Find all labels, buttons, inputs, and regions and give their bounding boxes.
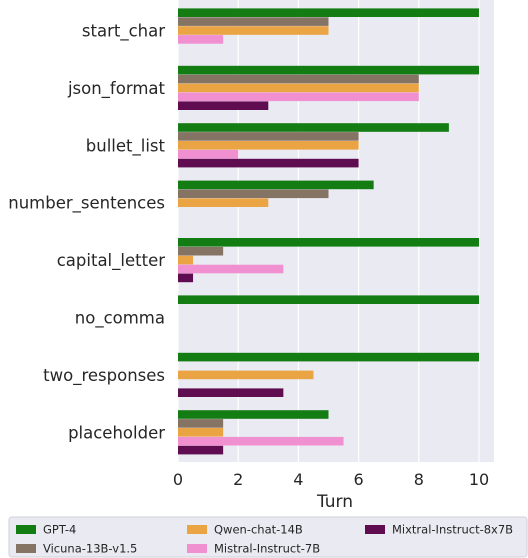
bar-number_sentences-gpt-4: [178, 180, 374, 190]
legend-label-qwen-chat-14b: Qwen-chat-14B: [214, 523, 303, 537]
bar-placeholder-vicuna-13b-v1-5: [178, 419, 224, 428]
bar-json_format-vicuna-13b-v1-5: [178, 74, 419, 84]
bar-capital_letter-gpt-4: [178, 238, 479, 247]
legend-label-gpt-4: GPT-4: [43, 523, 76, 537]
bars: [178, 8, 479, 455]
bar-bullet_list-vicuna-13b-v1-5: [178, 132, 359, 141]
legend-label-mixtral-instruct-8x7b: Mixtral-Instruct-8x7B: [392, 523, 513, 537]
bar-number_sentences-qwen-chat-14b: [178, 198, 269, 207]
bar-bullet_list-qwen-chat-14b: [178, 141, 359, 150]
bar-capital_letter-mistral-instruct-7b: [178, 264, 284, 274]
bar-json_format-qwen-chat-14b: [178, 83, 419, 93]
bar-capital_letter-qwen-chat-14b: [178, 255, 194, 265]
bar-start_char-mistral-instruct-7b: [178, 35, 224, 44]
category-label-placeholder: placeholder: [68, 423, 165, 442]
legend-swatch-vicuna-13b-v1-5: [16, 544, 36, 553]
category-label-no_comma: no_comma: [75, 309, 165, 329]
x-axis-label: Turn: [316, 492, 353, 512]
category-label-capital_letter: capital_letter: [57, 251, 165, 271]
category-labels: start_char json_format bullet_list number_s…: [8, 22, 165, 443]
x-tick-label-0: 0: [173, 470, 183, 489]
bar-two_responses-mixtral-instruct-8x7b: [178, 388, 284, 397]
bar-bullet_list-gpt-4: [178, 123, 449, 132]
bar-placeholder-gpt-4: [178, 410, 329, 419]
bar-number_sentences-vicuna-13b-v1-5: [178, 189, 329, 199]
legend-label-mistral-instruct-7b: Mistral-Instruct-7B: [214, 542, 320, 556]
bar-start_char-vicuna-13b-v1-5: [178, 17, 329, 26]
x-tick-labels: 0 2 4 6 8 10: [173, 470, 489, 489]
category-label-start_char: start_char: [82, 22, 165, 42]
category-label-json_format: json_format: [67, 79, 166, 99]
x-tick-label-2: 4: [293, 470, 303, 489]
bar-start_char-qwen-chat-14b: [178, 26, 329, 35]
x-tick-label-1: 2: [233, 470, 243, 489]
bar-json_format-mistral-instruct-7b: [178, 92, 419, 102]
category-label-two_responses: two_responses: [43, 366, 165, 386]
legend-label-vicuna-13b-v1-5: Vicuna-13B-v1.5: [43, 542, 137, 556]
bar-two_responses-qwen-chat-14b: [178, 370, 314, 380]
legend-swatch-mixtral-instruct-8x7b: [365, 525, 385, 534]
x-tick-label-5: 10: [469, 470, 489, 489]
legend-box: [8, 516, 528, 558]
bar-json_format-gpt-4: [178, 65, 479, 75]
category-label-number_sentences: number_sentences: [8, 194, 165, 214]
bar-two_responses-gpt-4: [178, 352, 479, 362]
bar-placeholder-mixtral-instruct-8x7b: [178, 445, 224, 455]
legend: GPT-4 Vicuna-13B-v1.5 Qwen-chat-14B Mistral…: [8, 516, 528, 558]
bar-bullet_list-mistral-instruct-7b: [178, 149, 239, 159]
category-label-bullet_list: bullet_list: [86, 136, 166, 156]
legend-swatch-gpt-4: [16, 525, 36, 534]
bar-json_format-mixtral-instruct-8x7b: [178, 101, 269, 110]
x-tick-label-3: 6: [354, 470, 364, 489]
bar-no_comma-gpt-4: [178, 295, 479, 304]
bar-capital_letter-mixtral-instruct-8x7b: [178, 273, 194, 283]
bar-placeholder-mistral-instruct-7b: [178, 436, 344, 446]
legend-swatch-qwen-chat-14b: [187, 525, 207, 534]
bar-placeholder-qwen-chat-14b: [178, 428, 224, 437]
bar-start_char-gpt-4: [178, 8, 479, 17]
legend-swatch-mistral-instruct-7b: [187, 544, 207, 553]
x-tick-label-4: 8: [414, 470, 424, 489]
bar-bullet_list-mixtral-instruct-8x7b: [178, 158, 359, 168]
bar-capital_letter-vicuna-13b-v1-5: [178, 246, 224, 256]
